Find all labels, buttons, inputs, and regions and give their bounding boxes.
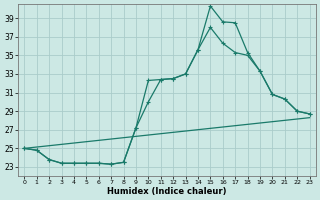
X-axis label: Humidex (Indice chaleur): Humidex (Indice chaleur) <box>107 187 227 196</box>
